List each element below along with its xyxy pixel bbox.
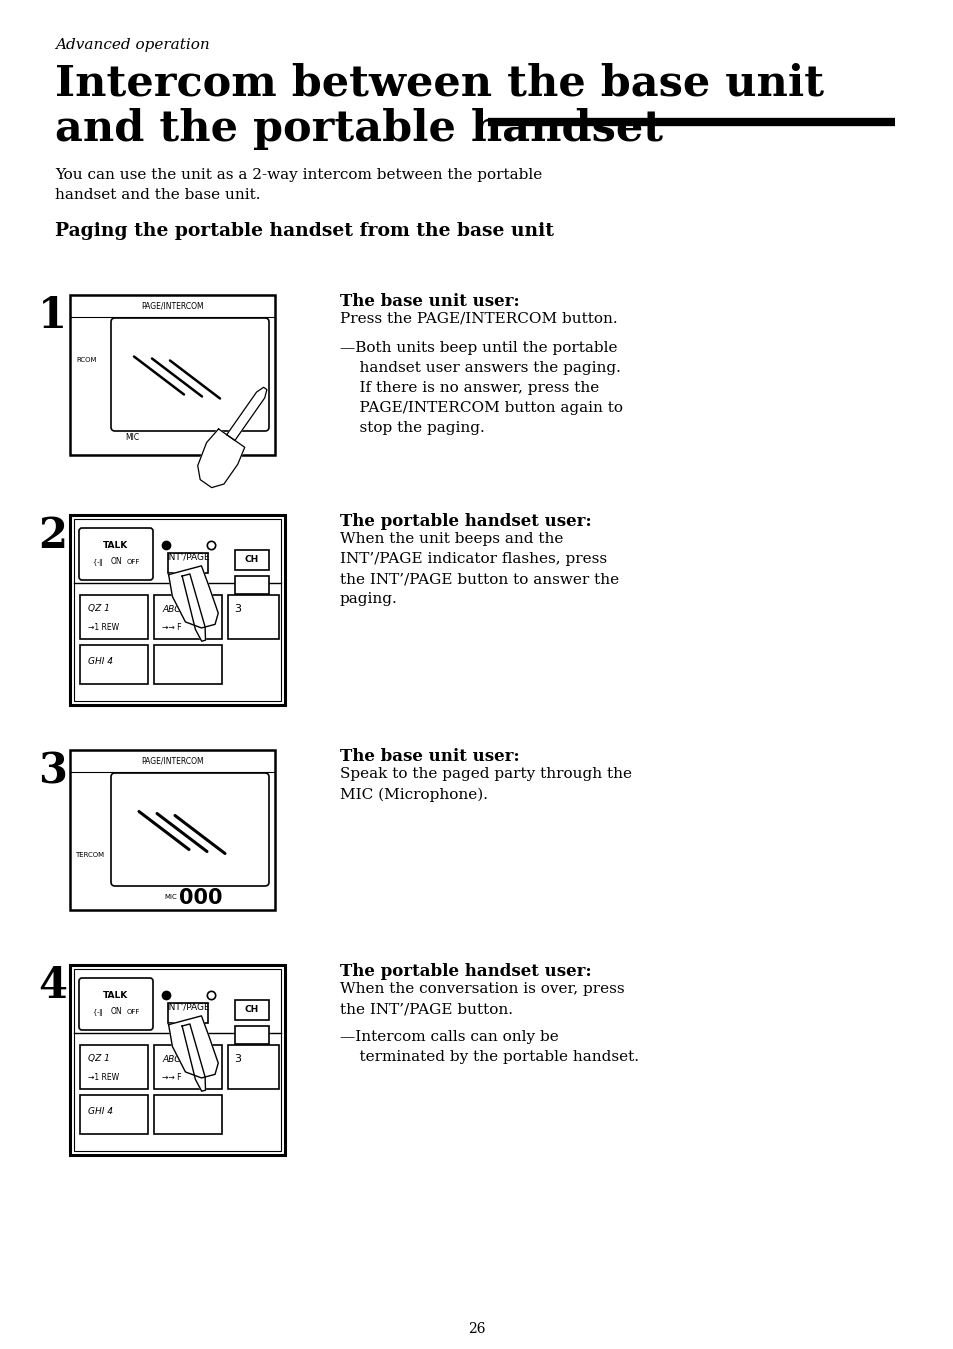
Bar bbox=[80, 645, 148, 684]
Text: ON: ON bbox=[111, 1008, 122, 1017]
Text: RCOM: RCOM bbox=[76, 357, 96, 363]
Bar bbox=[70, 965, 285, 1155]
Text: The base unit user:: The base unit user: bbox=[339, 293, 519, 310]
Text: GHI 4: GHI 4 bbox=[88, 1108, 112, 1117]
Text: →→ F: →→ F bbox=[162, 1072, 181, 1082]
Text: 26: 26 bbox=[468, 1322, 485, 1336]
Text: —Both units beep until the portable
    handset user answers the paging.
    If : —Both units beep until the portable hand… bbox=[339, 341, 622, 436]
Text: PAGE/INTERCOM: PAGE/INTERCOM bbox=[141, 301, 204, 310]
Text: →1 REW: →1 REW bbox=[88, 622, 119, 631]
Text: When the conversation is over, press
the INT’/PAGE button.: When the conversation is over, press the… bbox=[339, 982, 624, 1016]
Polygon shape bbox=[197, 429, 245, 487]
Text: The base unit user:: The base unit user: bbox=[339, 747, 519, 765]
Text: QZ 1: QZ 1 bbox=[88, 604, 110, 614]
Bar bbox=[234, 576, 269, 594]
Text: 2: 2 bbox=[38, 515, 67, 557]
Text: →1 REW: →1 REW bbox=[88, 1072, 119, 1082]
Bar bbox=[168, 1004, 208, 1023]
FancyBboxPatch shape bbox=[111, 318, 269, 430]
Bar bbox=[153, 595, 222, 639]
Bar bbox=[70, 515, 285, 706]
Polygon shape bbox=[169, 1016, 218, 1078]
Text: GHI 4: GHI 4 bbox=[88, 657, 112, 666]
Text: When the unit beeps and the
INT’/PAGE indicator flashes, press
the INT’/PAGE but: When the unit beeps and the INT’/PAGE in… bbox=[339, 532, 618, 606]
FancyBboxPatch shape bbox=[79, 527, 152, 580]
Text: Press the PAGE/INTERCOM button.: Press the PAGE/INTERCOM button. bbox=[339, 312, 617, 326]
Text: ABC 2: ABC 2 bbox=[162, 604, 189, 614]
Text: $\{$-$\|$: $\{$-$\|$ bbox=[92, 557, 104, 568]
Bar bbox=[153, 645, 222, 684]
Bar bbox=[74, 519, 281, 701]
Text: TERCOM: TERCOM bbox=[75, 853, 104, 858]
Text: 1: 1 bbox=[38, 295, 67, 337]
Bar bbox=[153, 1045, 222, 1089]
Polygon shape bbox=[182, 573, 205, 641]
Text: Speak to the paged party through the
MIC (Microphone).: Speak to the paged party through the MIC… bbox=[339, 768, 631, 801]
FancyBboxPatch shape bbox=[79, 978, 152, 1031]
Bar bbox=[70, 750, 274, 911]
Text: You can use the unit as a 2-way intercom between the portable
handset and the ba: You can use the unit as a 2-way intercom… bbox=[55, 169, 541, 202]
Text: INT'/PAGE: INT'/PAGE bbox=[166, 553, 210, 561]
Bar bbox=[168, 553, 208, 573]
Bar bbox=[80, 1045, 148, 1089]
FancyBboxPatch shape bbox=[111, 773, 269, 886]
Text: CH: CH bbox=[245, 556, 259, 564]
Text: 4: 4 bbox=[38, 965, 67, 1006]
Bar bbox=[80, 1095, 148, 1135]
Polygon shape bbox=[169, 565, 218, 627]
Bar bbox=[70, 295, 274, 455]
Text: TALK: TALK bbox=[103, 990, 129, 1000]
Bar bbox=[153, 1095, 222, 1135]
Text: TALK: TALK bbox=[103, 541, 129, 549]
Text: CH: CH bbox=[245, 1005, 259, 1014]
Text: QZ 1: QZ 1 bbox=[88, 1055, 110, 1063]
Text: PAGE/INTERCOM: PAGE/INTERCOM bbox=[141, 757, 204, 765]
Text: Paging the portable handset from the base unit: Paging the portable handset from the bas… bbox=[55, 223, 554, 240]
Bar bbox=[234, 1000, 269, 1020]
Text: INT'/PAGE: INT'/PAGE bbox=[166, 1002, 210, 1012]
Text: 3: 3 bbox=[233, 604, 241, 614]
Bar bbox=[228, 1045, 278, 1089]
Text: MIC: MIC bbox=[165, 894, 177, 900]
Bar bbox=[228, 595, 278, 639]
Text: OFF: OFF bbox=[126, 558, 139, 565]
Text: The portable handset user:: The portable handset user: bbox=[339, 963, 591, 979]
Text: MIC: MIC bbox=[125, 433, 139, 441]
Text: Advanced operation: Advanced operation bbox=[55, 38, 210, 53]
Bar bbox=[234, 550, 269, 571]
Text: The portable handset user:: The portable handset user: bbox=[339, 513, 591, 530]
Polygon shape bbox=[182, 1024, 205, 1091]
Text: OFF: OFF bbox=[126, 1009, 139, 1014]
Text: $\{$-$\|$: $\{$-$\|$ bbox=[92, 1006, 104, 1017]
Text: and the portable handset: and the portable handset bbox=[55, 108, 662, 150]
Text: Intercom between the base unit: Intercom between the base unit bbox=[55, 62, 823, 104]
Text: 3: 3 bbox=[38, 750, 67, 792]
Polygon shape bbox=[227, 387, 267, 440]
Bar bbox=[234, 1027, 269, 1044]
Bar bbox=[80, 595, 148, 639]
Text: ABC 2: ABC 2 bbox=[162, 1055, 189, 1063]
Text: 000: 000 bbox=[178, 888, 222, 908]
Text: →→ F: →→ F bbox=[162, 622, 181, 631]
Bar bbox=[74, 969, 281, 1151]
Text: —Intercom calls can only be
    terminated by the portable handset.: —Intercom calls can only be terminated b… bbox=[339, 1031, 639, 1064]
Text: 3: 3 bbox=[233, 1054, 241, 1064]
Text: ON: ON bbox=[111, 557, 122, 567]
